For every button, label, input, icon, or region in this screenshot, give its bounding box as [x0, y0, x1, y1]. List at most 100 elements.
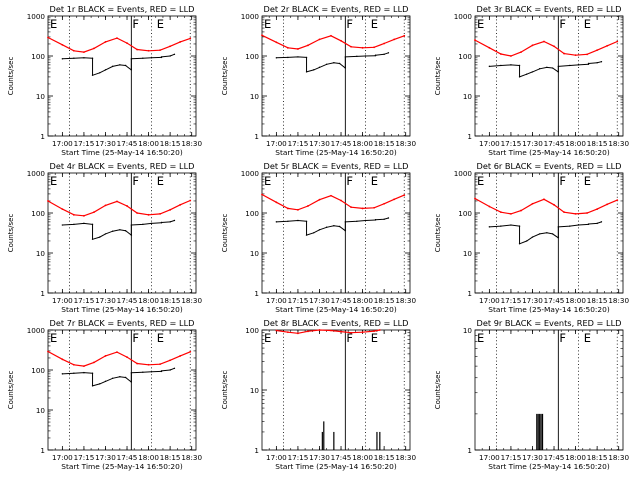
y-tick-label: 1000 [27, 12, 46, 21]
x-tick-label: 17:00 [266, 453, 287, 462]
x-tick-label: 18:15 [160, 453, 181, 462]
y-tick-label: 1000 [241, 12, 260, 21]
events-series-point [173, 219, 176, 222]
events-series-point [111, 230, 114, 232]
events-series-line [306, 225, 346, 236]
lld-series-point [361, 46, 364, 49]
x-tick-label: 18:15 [374, 139, 395, 148]
lld-series-point [93, 47, 95, 50]
lld-series-point [543, 198, 545, 201]
lld-series-line [47, 350, 191, 367]
x-tick-label: 18:15 [160, 139, 181, 148]
plot-frame [474, 172, 624, 294]
x-tick-label: 17:15 [288, 453, 309, 462]
lld-series-point [72, 213, 75, 216]
y-axis-label: Counts/sec [7, 214, 15, 253]
x-tick-label: 18:15 [374, 296, 395, 305]
y-tick-label: 100 [458, 52, 472, 61]
events-series-line [131, 370, 162, 374]
y-axis-label: Counts/sec [434, 214, 442, 253]
lld-series-point [373, 330, 375, 332]
events-series-point [374, 54, 377, 56]
lld-series-point [297, 208, 299, 211]
events-series-point [333, 61, 335, 64]
events-series-point [124, 376, 127, 379]
y-tick-label: 10 [250, 249, 260, 258]
events-series-point [305, 234, 308, 236]
lld-series-point [520, 51, 522, 54]
lld-series-point [586, 53, 588, 56]
event-marker-label: F [559, 174, 566, 188]
y-tick-label: 1 [467, 289, 472, 298]
lld-series-point [116, 37, 118, 40]
lld-series-point [373, 206, 375, 209]
x-tick-label: 17:15 [74, 139, 95, 148]
chart-panel-4: Det 4r BLACK = Events, RED = LLD 1000 100 1… [7, 161, 202, 314]
lld-series-point [83, 214, 85, 217]
lld-series-point [93, 361, 95, 364]
lld-series-point [393, 38, 396, 41]
lld-series-point [474, 39, 476, 41]
lld-series-point [47, 350, 49, 353]
events-series-point [387, 217, 390, 219]
events-series-point [600, 221, 603, 223]
lld-series-point [136, 212, 138, 214]
x-tick-label: 18:30 [181, 139, 202, 148]
lld-series-point [488, 46, 491, 49]
x-tick-label: 18:30 [395, 139, 416, 148]
event-marker-label: F [346, 331, 353, 345]
lld-series-point [126, 356, 128, 359]
lld-series-point [126, 205, 128, 207]
x-tick-label: 18:00 [138, 139, 159, 148]
x-tick-label: 18:15 [160, 296, 181, 305]
y-tick-label: 100 [245, 326, 259, 335]
x-tick-label: 18:00 [352, 139, 373, 148]
x-tick-label: 17:45 [117, 296, 138, 305]
events-series-point [119, 229, 121, 231]
lld-series-point [553, 203, 555, 206]
lld-series-point [136, 362, 138, 365]
x-tick-label: 17:30 [95, 296, 116, 305]
plot-frame [261, 329, 411, 451]
x-tick-label: 17:00 [52, 296, 73, 305]
lld-series-point [261, 34, 263, 37]
y-axis-label: Counts/sec [221, 57, 229, 96]
lld-series-point [147, 363, 150, 366]
y-tick-label: 10 [463, 326, 473, 335]
x-tick-label: 17:00 [479, 139, 500, 148]
events-series-point [374, 218, 377, 221]
events-series-point [160, 221, 163, 224]
lld-series-point [307, 330, 309, 333]
plot-frame [474, 329, 624, 451]
lld-series-point [340, 39, 342, 42]
events-series-point [344, 56, 347, 58]
events-series-point [61, 373, 64, 375]
events-series-point [61, 58, 64, 60]
events-series-point [104, 380, 107, 383]
events-series-point [518, 243, 521, 245]
x-tick-label: 17:30 [522, 296, 543, 305]
events-series-point [500, 225, 502, 227]
lld-series-point [553, 45, 555, 48]
y-tick-label: 1000 [241, 169, 260, 178]
events-series-line [62, 57, 93, 60]
events-series-point [73, 57, 75, 59]
events-series-point [150, 371, 153, 373]
chart-title: Det 3r BLACK = Events, RED = LLD [477, 4, 622, 14]
events-series-point [124, 64, 127, 67]
lld-series-point [340, 199, 342, 202]
y-tick-label: 100 [245, 209, 259, 218]
events-series-point [344, 221, 347, 223]
events-series-point [325, 226, 328, 228]
lld-series-point [116, 200, 118, 203]
lld-series-point [520, 209, 522, 212]
event-marker-label: E [50, 331, 57, 345]
x-tick-label: 17:45 [544, 296, 565, 305]
lld-series-point [596, 49, 599, 52]
x-tick-label: 18:00 [138, 453, 159, 462]
chart-panel-2: Det 2r BLACK = Events, RED = LLD 1000 100 1… [221, 4, 416, 157]
lld-series-point [47, 200, 49, 202]
lld-series-point [606, 44, 609, 47]
x-tick-label: 17:15 [74, 296, 95, 305]
lld-series-point [378, 329, 381, 331]
